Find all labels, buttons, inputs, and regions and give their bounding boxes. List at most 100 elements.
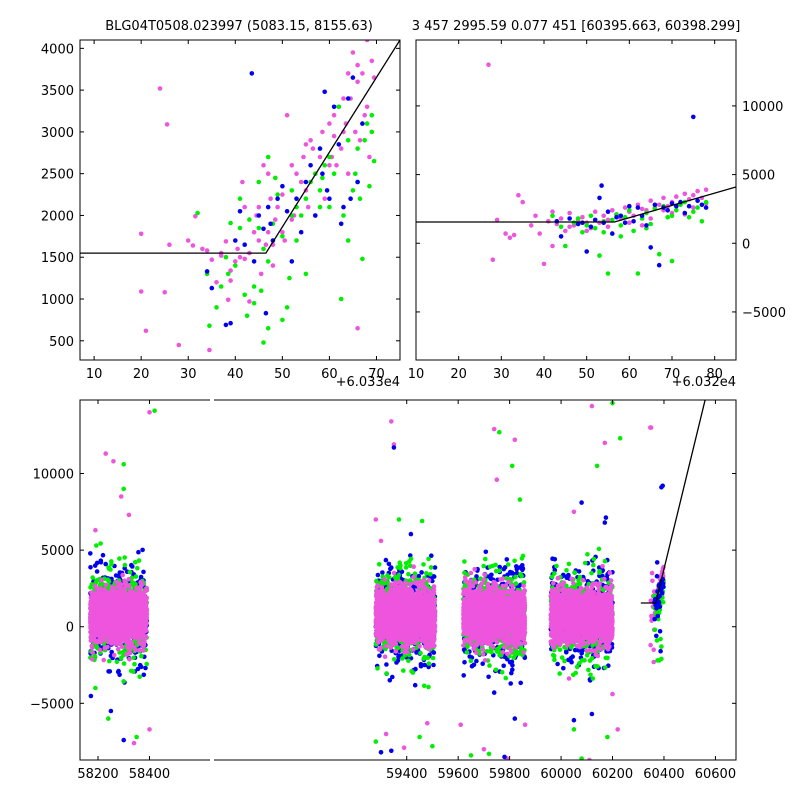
data-point-pink [605, 217, 611, 223]
data-point-pink [233, 259, 238, 264]
data-point-blue [209, 285, 215, 291]
data-point-pink [103, 623, 108, 628]
data-point-pink [364, 40, 370, 43]
data-point-blue [610, 231, 615, 236]
data-point-blue [348, 196, 353, 201]
data-point-pink [367, 154, 372, 160]
data-point-blue [622, 220, 628, 225]
data-point-pink [176, 342, 182, 348]
data-point-green [287, 275, 292, 281]
data-point-pink [426, 578, 432, 583]
data-point-blue [648, 245, 653, 250]
data-point-blue [143, 665, 148, 671]
data-point-blue [233, 238, 238, 243]
data-point-pink [280, 229, 285, 235]
data-point-pink [282, 238, 288, 243]
data-point-blue [294, 196, 299, 201]
data-point-blue [691, 114, 696, 120]
data-point-pink [143, 588, 149, 593]
data-point-green [108, 567, 113, 572]
data-point-green [369, 112, 375, 118]
data-point-green [391, 657, 397, 662]
data-point-green [699, 219, 705, 224]
x-tick-label: 40 [536, 367, 553, 382]
data-point-green [384, 671, 389, 676]
data-point-pink [128, 595, 134, 601]
data-point-pink [580, 214, 585, 220]
data-point-pink [114, 579, 119, 585]
data-point-pink [125, 582, 130, 588]
data-point-pink [268, 196, 273, 201]
data-point-pink [533, 213, 538, 219]
data-point-pink [143, 599, 149, 604]
data-point-pink [265, 171, 271, 176]
data-point-blue [412, 682, 418, 688]
data-point-green [350, 188, 356, 193]
data-point-green [122, 555, 127, 560]
data-point-blue [327, 196, 332, 201]
data-point-pink [411, 574, 416, 580]
data-point-green [223, 254, 229, 260]
data-point-pink [225, 297, 231, 303]
data-point-pink [601, 213, 606, 219]
data-point-green [428, 572, 433, 577]
data-point-pink [403, 580, 409, 586]
data-point-green [550, 213, 555, 219]
data-point-pink [490, 257, 496, 263]
data-point-green [117, 556, 122, 561]
data-point-pink [584, 228, 589, 234]
data-point-pink [118, 582, 124, 587]
data-point-pink [125, 616, 131, 621]
data-point-pink [407, 582, 413, 587]
data-point-pink [209, 257, 215, 263]
axes-frame-top-right [415, 39, 737, 361]
data-point-pink [550, 209, 555, 214]
data-point-blue [117, 672, 122, 678]
data-point-pink [138, 231, 144, 237]
data-point-pink [141, 614, 147, 620]
data-point-green [237, 196, 243, 201]
data-point-green [322, 163, 328, 168]
data-point-pink [242, 204, 247, 210]
data-point-pink [115, 646, 121, 652]
data-point-green [258, 288, 264, 294]
data-point-pink [105, 644, 110, 650]
data-point-green [364, 121, 370, 126]
data-point-blue [345, 96, 351, 101]
data-point-green [121, 649, 126, 655]
data-point-pink [112, 610, 118, 615]
title-top-right: 3 457 2995.59 0.077 451 [60395.663, 6039… [412, 19, 741, 34]
data-point-pink [127, 656, 132, 662]
data-point-pink [280, 192, 285, 197]
data-point-green [669, 258, 675, 264]
data-point-pink [185, 238, 191, 243]
data-point-pink [563, 228, 568, 234]
data-point-blue [355, 179, 360, 185]
data-point-green [403, 565, 409, 570]
data-point-green [406, 571, 411, 577]
data-point-pink [113, 599, 118, 604]
data-point-pink [100, 631, 106, 637]
data-point-pink [284, 112, 290, 118]
x-tick-label: 20 [133, 367, 150, 382]
model-line [80, 40, 400, 254]
data-point-pink [353, 129, 358, 135]
data-point-pink [115, 589, 121, 595]
data-point-blue [408, 531, 414, 537]
data-point-pink [261, 163, 266, 168]
x-tick-label: 10 [86, 367, 103, 382]
data-point-green [131, 655, 136, 661]
data-point-blue [592, 217, 598, 223]
data-point-pink [417, 643, 422, 649]
data-point-green [426, 661, 432, 666]
data-point-green [280, 234, 285, 239]
data-point-green [686, 214, 692, 220]
data-point-pink [610, 208, 615, 213]
data-point-green [218, 284, 224, 289]
data-point-blue [242, 242, 247, 247]
data-point-blue [100, 552, 106, 558]
data-point-blue [432, 565, 438, 570]
data-point-blue [94, 569, 100, 574]
data-point-green [665, 214, 670, 220]
data-point-pink [130, 603, 136, 609]
